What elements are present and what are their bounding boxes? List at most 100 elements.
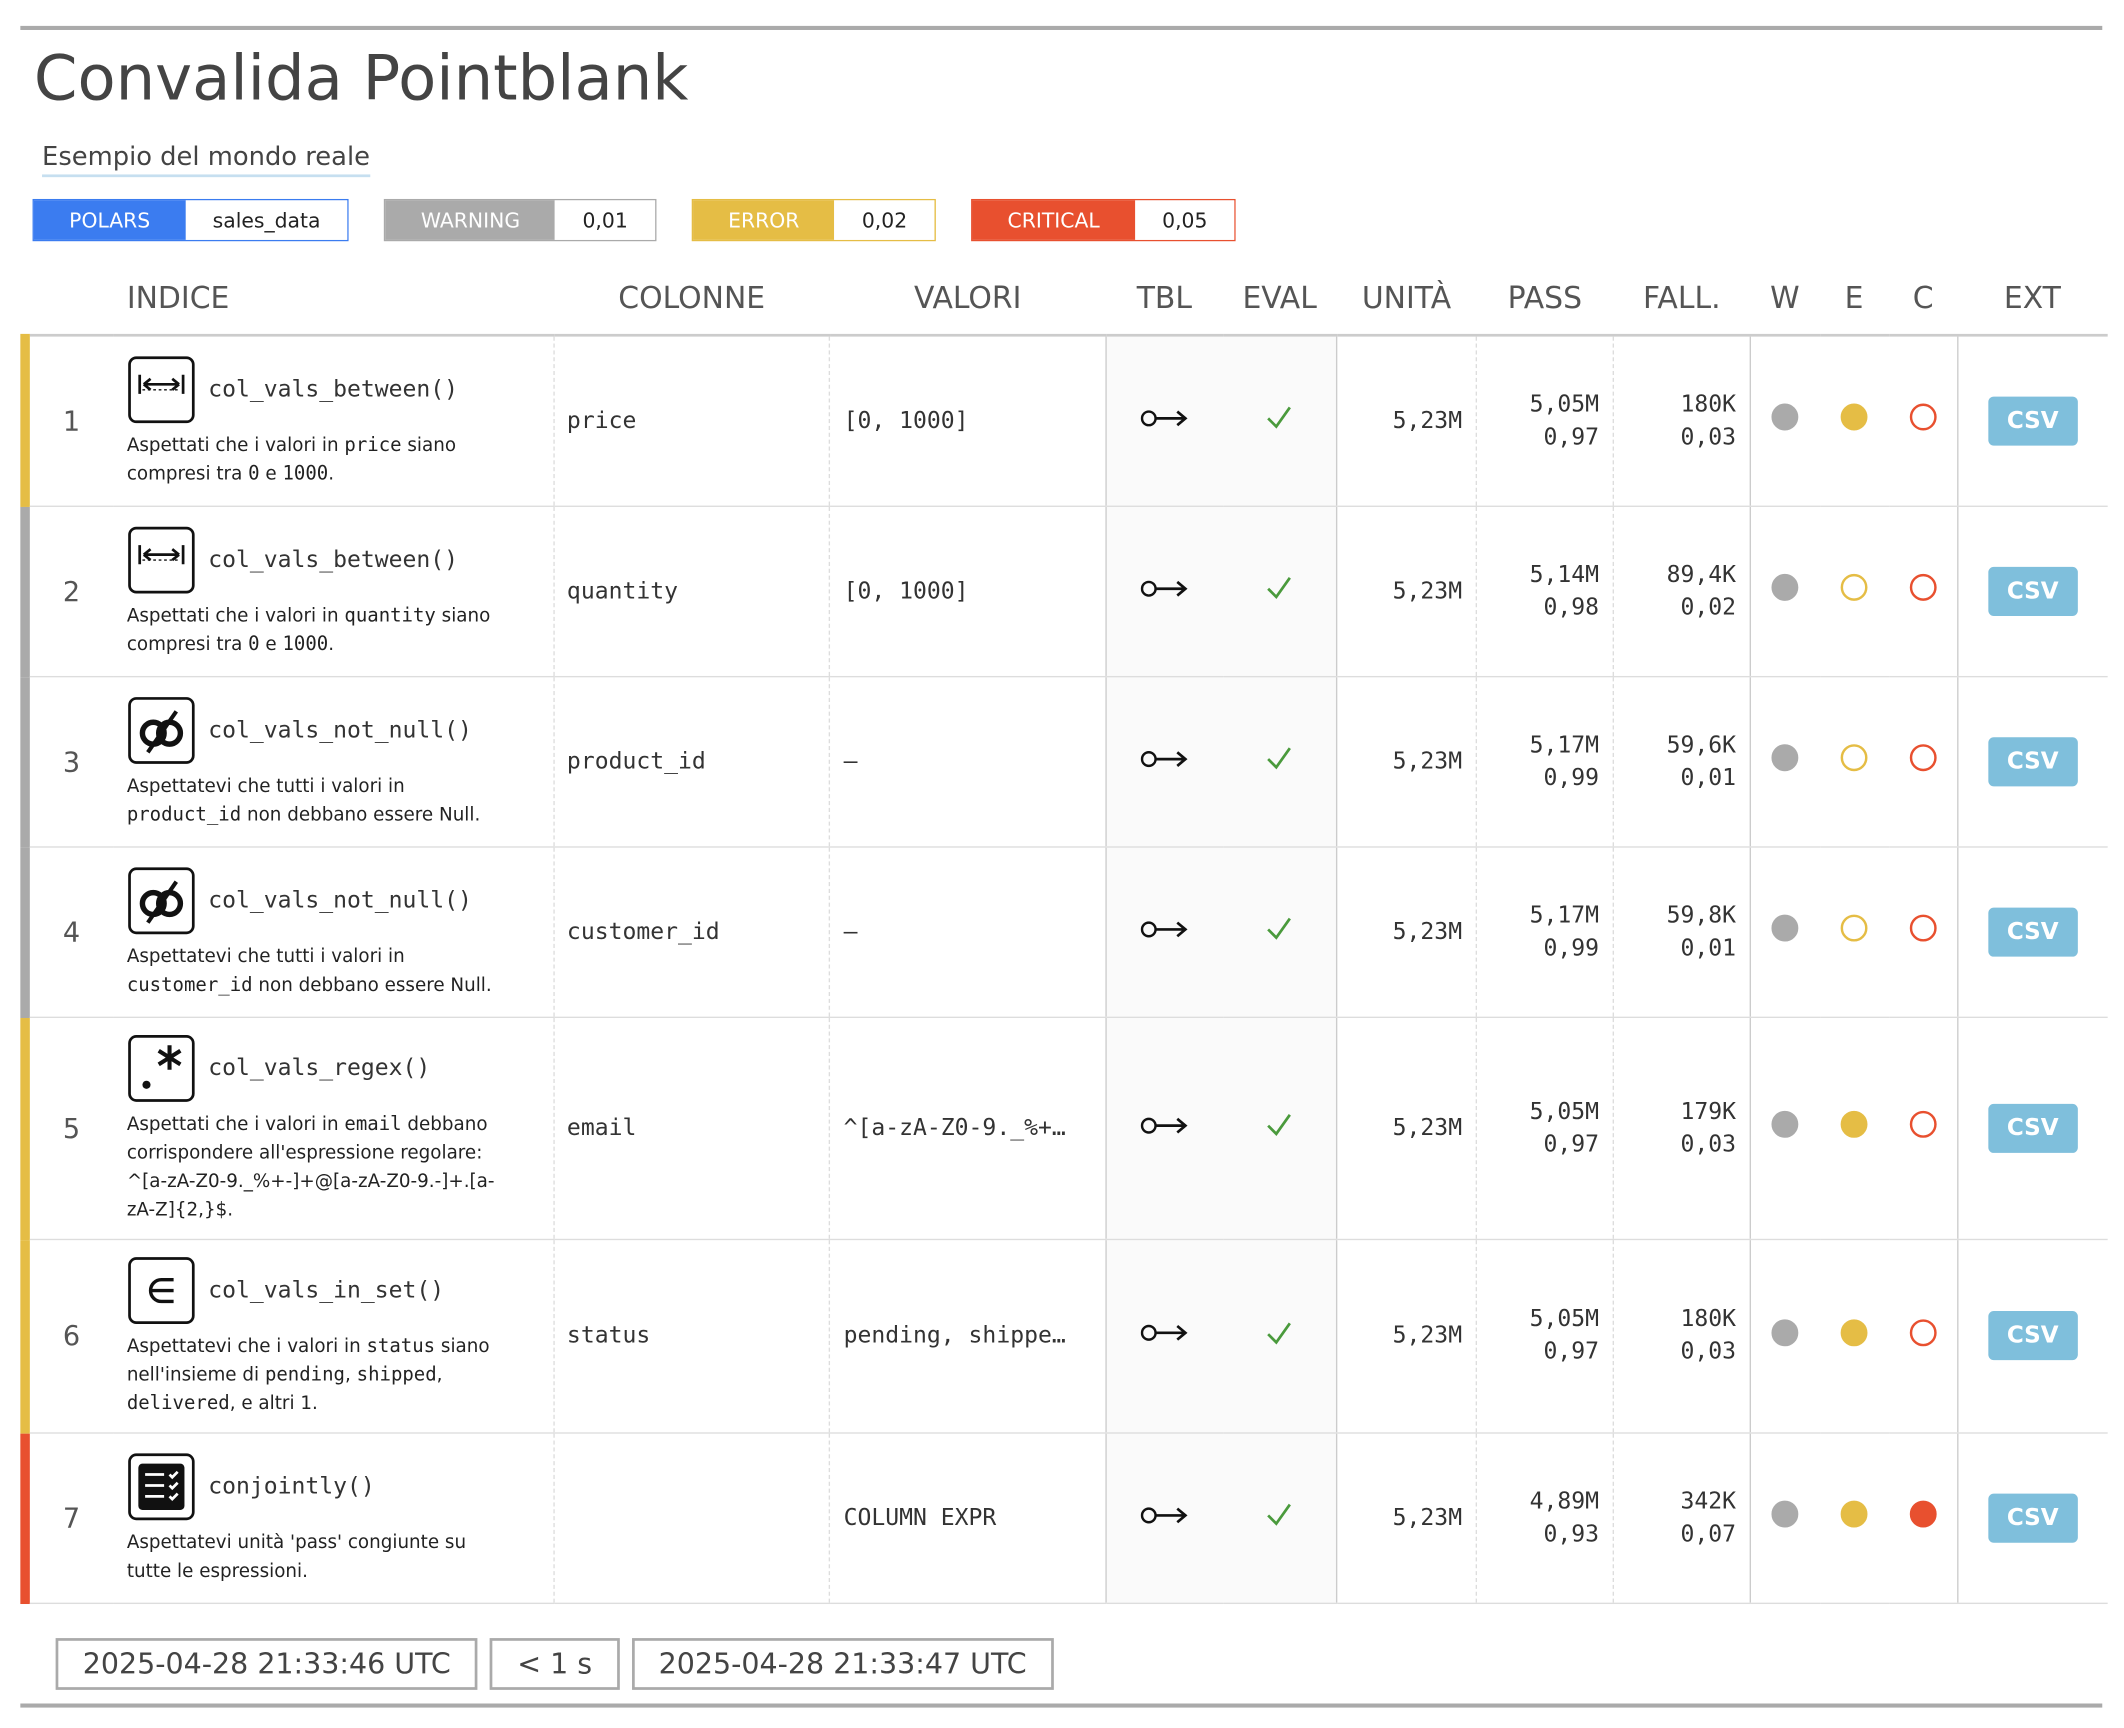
tbl-icon <box>1140 1116 1188 1134</box>
badge-value: sales_data <box>185 200 348 240</box>
row: 1 col_vals_between() Aspettati che i valor… <box>20 335 2108 507</box>
e-indicator <box>1840 403 1868 431</box>
ext-cell: CSV <box>1957 1238 2108 1433</box>
e-cell <box>1819 1432 1889 1604</box>
validation-table: INDICE COLONNE VALORI TBL EVAL UNITÀ PASS FALL.… <box>20 263 2108 1604</box>
csv-button[interactable]: CSV <box>1987 906 2078 957</box>
w-indicator <box>1771 403 1799 431</box>
tbl-icon <box>1140 1506 1188 1523</box>
description-part: . <box>328 463 335 485</box>
values-cell: — <box>828 675 1107 847</box>
tbl-icon <box>1140 1324 1188 1341</box>
badge-label: CRITICAL <box>972 200 1136 240</box>
c-cell <box>1888 505 1958 677</box>
eval-cell <box>1222 675 1337 847</box>
eval-cell <box>1222 1238 1337 1433</box>
fail-count: 179K <box>1680 1097 1737 1125</box>
row: 5 col_vals_regex() Aspettati che i valori … <box>20 1016 2108 1240</box>
csv-button[interactable]: CSV <box>1987 396 2078 446</box>
c-indicator <box>1909 914 1937 942</box>
e-indicator <box>1840 573 1868 601</box>
top-rule <box>20 25 2103 30</box>
pass-count: 5,17M <box>1529 901 1600 929</box>
pass-cell: 4,89M 0,93 <box>1475 1432 1614 1604</box>
badge-label: ERROR <box>692 200 835 240</box>
csv-button[interactable]: CSV <box>1987 1103 2078 1153</box>
e-indicator <box>1840 1500 1868 1528</box>
csv-button[interactable]: CSV <box>1987 736 2078 786</box>
description: Aspettati che i valori in email debbano … <box>127 1110 514 1224</box>
step-name: col_vals_regex() <box>208 1054 431 1082</box>
c-indicator <box>1909 1318 1937 1346</box>
tbl-icon <box>1140 409 1188 427</box>
badge: CRITICAL 0,05 <box>970 198 1236 242</box>
header-cell: COLONNE <box>554 263 830 337</box>
start-time: 2025-04-28 21:33:46 UTC <box>55 1638 478 1690</box>
step-icon <box>127 1452 194 1520</box>
description-part: quantity <box>344 604 436 627</box>
pass-cell: 5,05M 0,97 <box>1475 335 1614 507</box>
e-cell <box>1819 335 1889 507</box>
fail-fraction: 0,01 <box>1680 763 1737 792</box>
header-cell: VALORI <box>829 263 1107 337</box>
tbl-cell <box>1105 846 1223 1018</box>
row: 4 col_vals_not_null() Aspettatevi che tutt… <box>20 846 2108 1018</box>
description-part: non debbano essere Null. <box>241 803 481 826</box>
step-cell: col_vals_regex() Aspettati che i valori i… <box>113 1016 555 1240</box>
description: Aspettati che i valori in price siano co… <box>127 432 514 489</box>
c-cell <box>1888 1238 1958 1433</box>
eval-cell <box>1222 1016 1337 1240</box>
step-cell: col_vals_not_null() Aspettatevi che tutti… <box>113 675 555 847</box>
description: Aspettatevi che tutti i valori in custom… <box>127 942 514 999</box>
description-part: , <box>344 1363 357 1386</box>
footer: 2025-04-28 21:33:46 UTC < 1 s 2025-04-28… <box>55 1638 1054 1690</box>
badge-label: WARNING <box>385 200 556 240</box>
csv-button[interactable]: CSV <box>1987 1311 2078 1361</box>
badge-value: 0,05 <box>1135 200 1235 240</box>
w-indicator <box>1771 914 1799 942</box>
row: 7 conjointly() Aspettatevi unità 'pass' co… <box>20 1432 2108 1604</box>
header-cell: UNITÀ <box>1336 263 1477 337</box>
badges: POLARS sales_data WARNING 0,01 ERROR 0,02 CRIT… <box>32 198 1236 242</box>
step-head: col_vals_regex() <box>127 1034 554 1102</box>
units: 5,23M <box>1335 1016 1477 1240</box>
fail-count: 342K <box>1680 1487 1737 1515</box>
index: 5 <box>20 1016 114 1240</box>
pass-fraction: 0,99 <box>1543 934 1600 962</box>
header-cell: EVAL <box>1222 263 1337 337</box>
step-head: col_vals_not_null() <box>127 696 554 764</box>
description-part: , <box>436 1363 443 1386</box>
step-icon <box>127 866 194 934</box>
c-indicator <box>1909 573 1937 601</box>
step-icon <box>127 1034 194 1102</box>
description-part: Aspettati che i valori in <box>126 1112 345 1135</box>
fail-cell: 59,6K 0,01 <box>1612 675 1751 847</box>
fail-cell: 342K 0,07 <box>1612 1432 1751 1604</box>
step-cell: col_vals_in_set() Aspettatevi che i valor… <box>113 1238 555 1433</box>
step-name: conjointly() <box>208 1472 375 1500</box>
e-cell <box>1819 846 1889 1018</box>
index: 1 <box>20 335 114 507</box>
description-part: 1000 <box>282 463 329 485</box>
column-cell: product_id <box>553 675 830 847</box>
header-cell: FALL. <box>1613 263 1751 337</box>
description-part: product_id <box>126 803 242 826</box>
w-cell <box>1749 1238 1820 1433</box>
fail-count: 180K <box>1680 1305 1737 1333</box>
step-head: col_vals_not_null() <box>127 866 554 934</box>
description-part: Aspettati che i valori in <box>126 434 345 457</box>
csv-button[interactable]: CSV <box>1987 566 2078 616</box>
e-indicator <box>1840 1318 1868 1346</box>
index: 2 <box>20 505 114 677</box>
description-part: delivered <box>126 1392 230 1414</box>
w-cell <box>1749 675 1820 847</box>
fail-fraction: 0,03 <box>1680 1130 1737 1158</box>
ext-cell: CSV <box>1957 1016 2108 1240</box>
step-icon <box>127 356 194 423</box>
pass-count: 5,17M <box>1529 731 1600 759</box>
step-name: col_vals_not_null() <box>208 716 472 744</box>
step-cell: col_vals_not_null() Aspettatevi che tutti… <box>113 846 555 1018</box>
c-indicator <box>1909 1110 1937 1138</box>
tbl-cell <box>1105 505 1223 677</box>
csv-button[interactable]: CSV <box>1987 1492 2078 1543</box>
